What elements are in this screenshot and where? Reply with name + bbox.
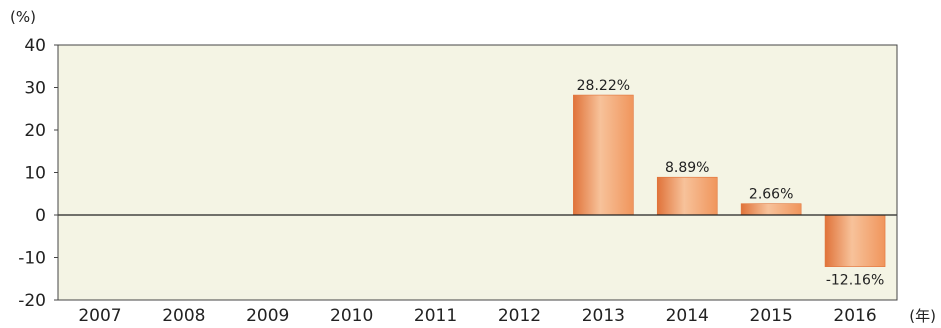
x-tick-label-2007: 2007 (78, 306, 121, 324)
x-tick-label-2016: 2016 (833, 306, 876, 324)
x-tick-label-2009: 2009 (246, 306, 289, 324)
x-axis: 2007 2008 2009 2010 2011 2012 2013 2014 2015 2016 (78, 306, 876, 326)
x-axis-unit-label: (年) (909, 307, 936, 324)
x-tick-label-2011: 2011 (414, 306, 457, 324)
x-tick-label-2015: 2015 (750, 306, 793, 324)
y-tick-label: -20 (18, 291, 46, 311)
bar-2016 (824, 214, 886, 267)
bar-2013 (573, 94, 634, 216)
x-tick-label-2013: 2013 (582, 306, 625, 324)
data-label-2014: 8.89% (665, 160, 709, 176)
y-tick-label: 0 (35, 206, 46, 226)
bar-2015 (740, 203, 802, 216)
x-tick-label-2008: 2008 (162, 306, 205, 324)
data-label-2015: 2.66% (749, 187, 793, 203)
x-tick-label-2012: 2012 (498, 306, 541, 324)
y-tick-label: 30 (24, 79, 46, 99)
data-label-2013: 28.22% (577, 78, 630, 94)
x-tick-label-2014: 2014 (666, 306, 709, 324)
y-tick-label: 40 (24, 36, 46, 56)
data-label-2016: -12.16% (826, 273, 884, 289)
bar-2014 (656, 176, 718, 216)
y-axis-unit-label: (%) (10, 8, 36, 26)
y-axis: 40 30 20 10 0 -10 -20 (18, 36, 58, 311)
y-tick-label: 20 (24, 121, 46, 141)
x-tick-label-2010: 2010 (330, 306, 373, 324)
bars-layer (573, 94, 886, 267)
y-tick-label: 10 (24, 164, 46, 184)
plot-area (58, 45, 897, 300)
data-labels: 28.22% 8.89% 2.66% -12.16% (577, 78, 885, 289)
y-tick-label: -10 (18, 249, 46, 269)
